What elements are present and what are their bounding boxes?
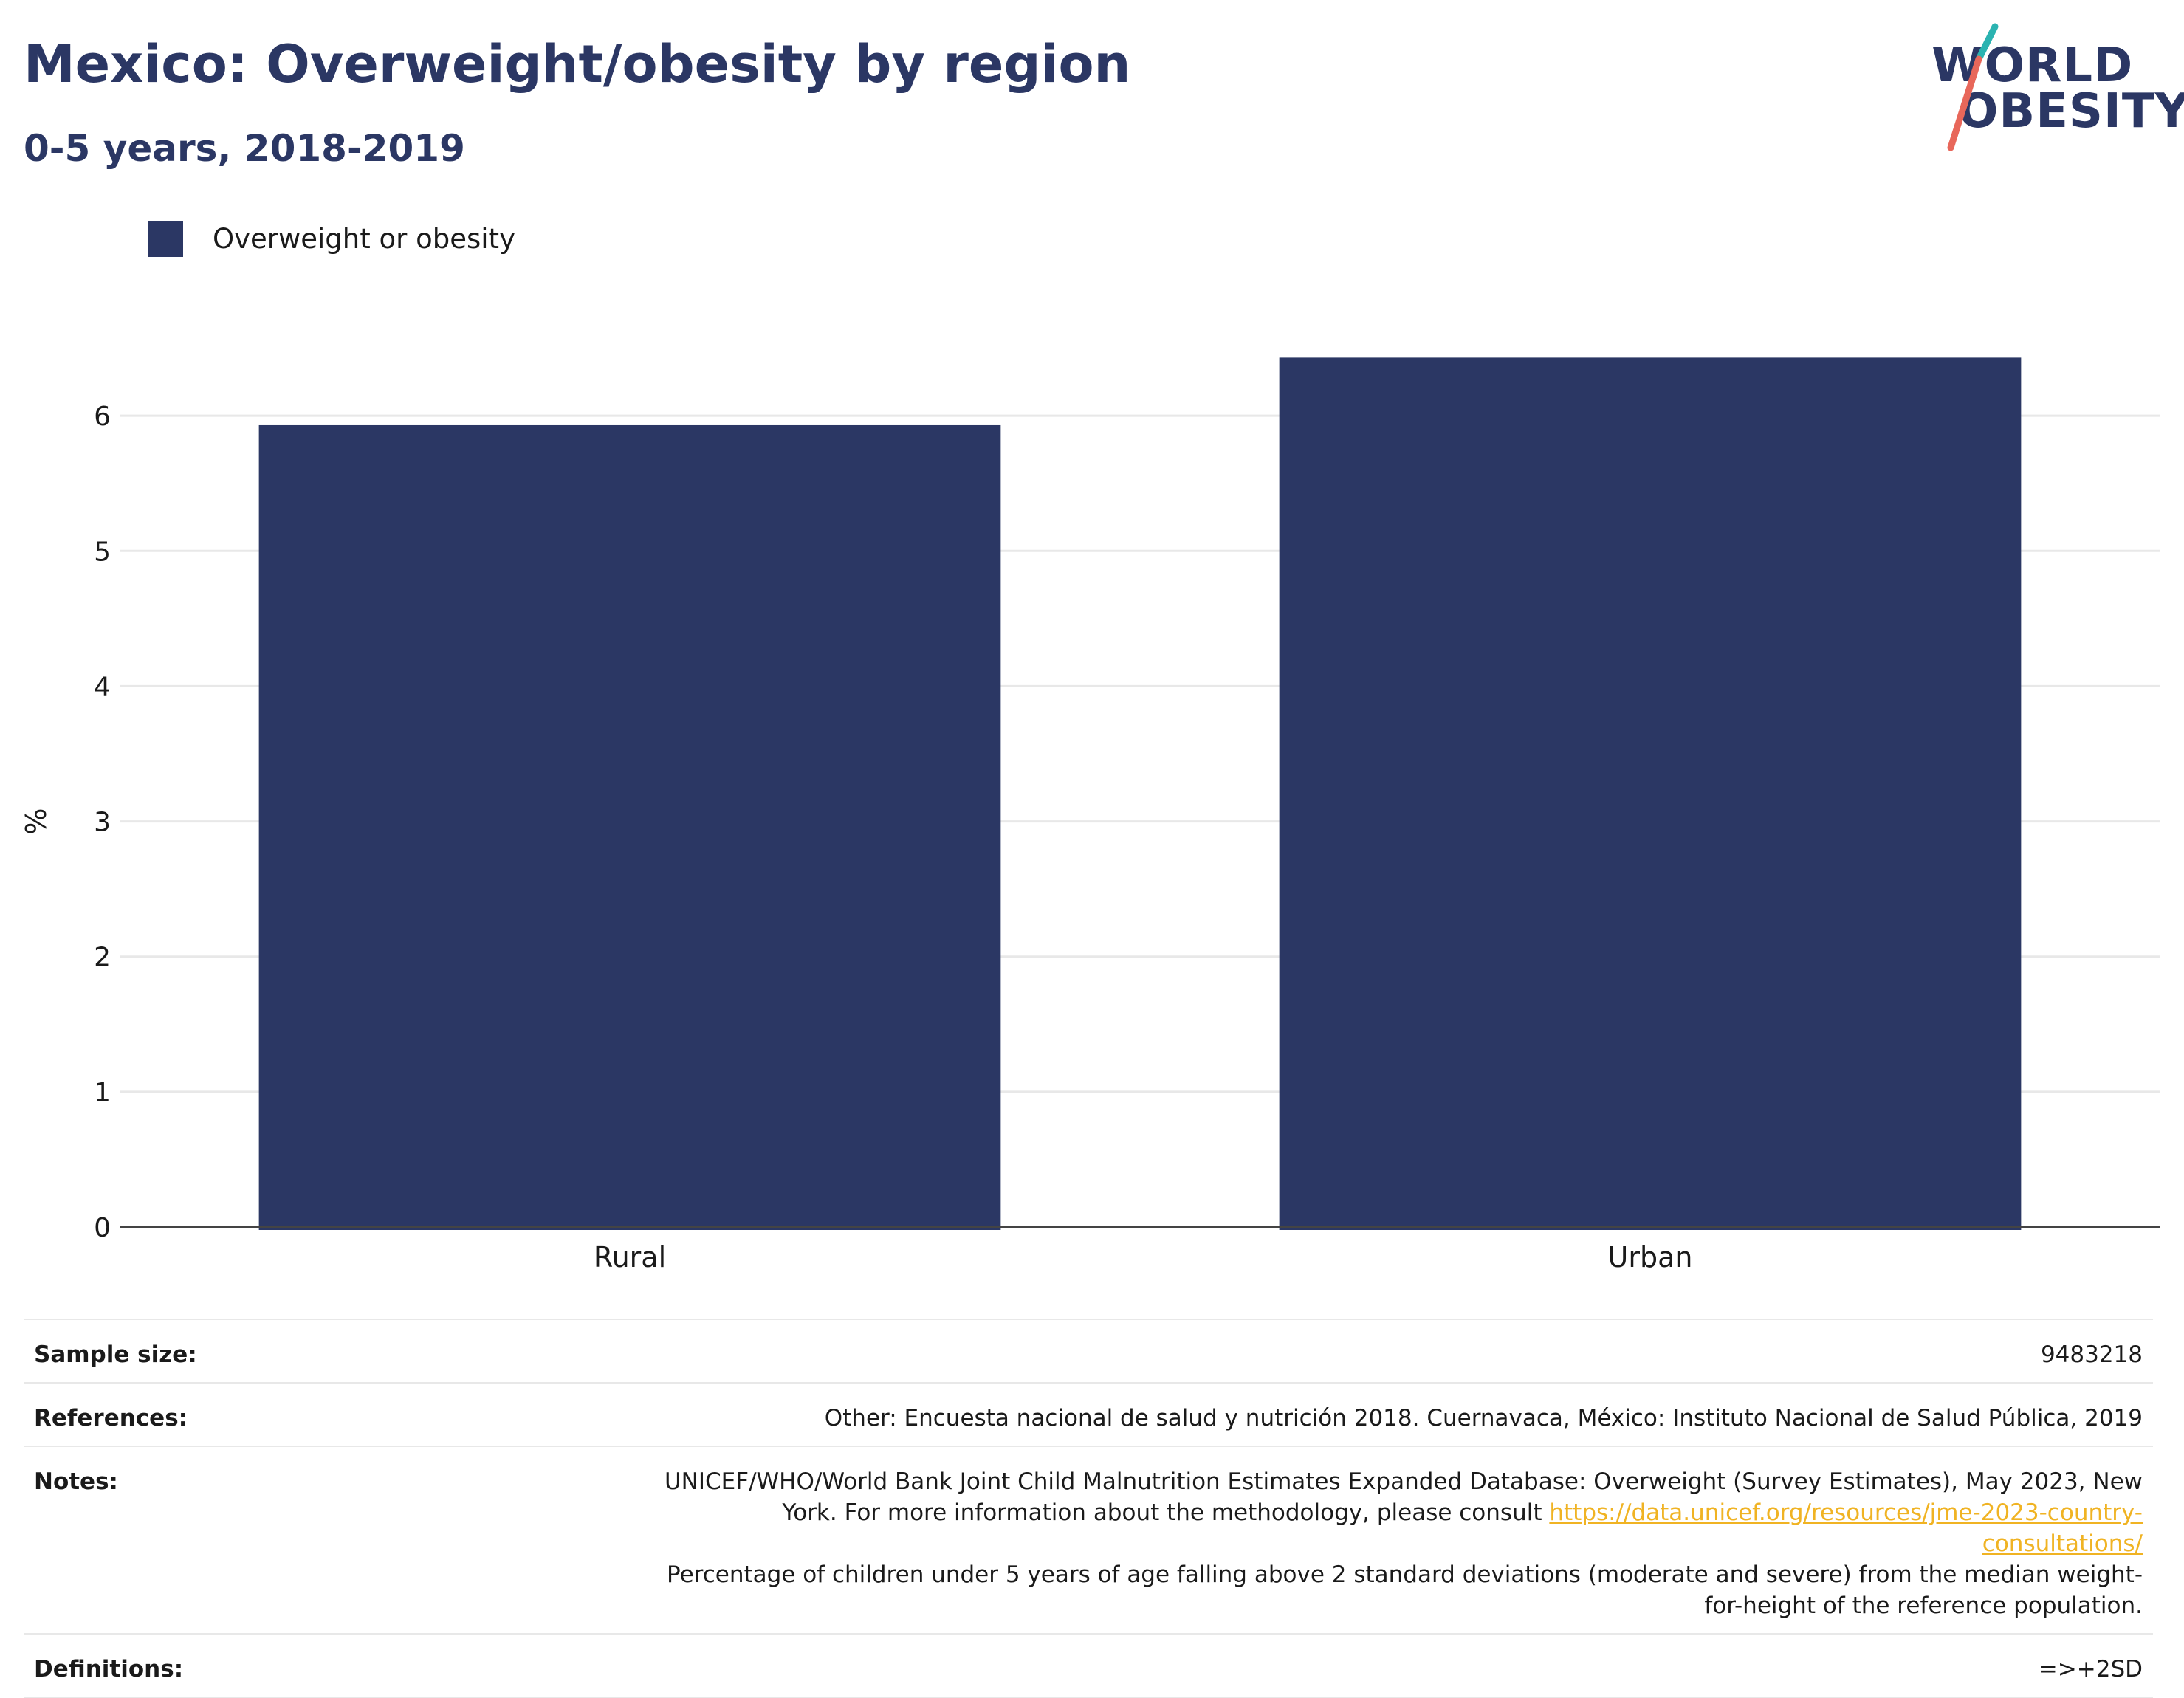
notes-value: UNICEF/WHO/World Bank Joint Child Malnut… bbox=[629, 1466, 2143, 1621]
bar-chart: 0 1 2 3 4 5 6 Rural Urban % bbox=[20, 357, 2160, 1274]
sample-size-row: Sample size: 9483218 bbox=[24, 1319, 2153, 1382]
logo-slash-icon bbox=[1947, 23, 1999, 151]
definitions-label: Definitions: bbox=[34, 1656, 184, 1682]
notes-row: Notes: UNICEF/WHO/World Bank Joint Child… bbox=[24, 1446, 2153, 1633]
y-tick-label: 2 bbox=[94, 943, 111, 973]
bars bbox=[258, 357, 2022, 1231]
references-row: References: Other: Encuesta nacional de … bbox=[24, 1382, 2153, 1446]
chart-title: Mexico: Overweight/obesity by region bbox=[24, 34, 1131, 94]
logo-line-obesity: OBESITY bbox=[1958, 84, 2184, 139]
y-tick-label: 1 bbox=[94, 1078, 111, 1108]
x-tick-label: Rural bbox=[594, 1241, 666, 1274]
bar-rural bbox=[258, 424, 1001, 1230]
world-obesity-logo: WORLD OBESITY bbox=[1920, 22, 2184, 155]
legend-label: Overweight or obesity bbox=[213, 223, 515, 255]
bar-urban bbox=[1279, 357, 2022, 1231]
y-tick-label: 6 bbox=[94, 402, 111, 432]
legend-swatch bbox=[148, 221, 183, 257]
logo-line-world: WORLD bbox=[1931, 38, 2134, 93]
notes-text: UNICEF/WHO/World Bank Joint Child Malnut… bbox=[664, 1468, 2143, 1526]
y-tick-label: 3 bbox=[94, 808, 111, 838]
sample-size-label: Sample size: bbox=[34, 1341, 197, 1368]
notes-label: Notes: bbox=[34, 1468, 118, 1495]
y-axis-label: % bbox=[20, 808, 52, 835]
chart-subtitle: 0-5 years, 2018-2019 bbox=[24, 127, 465, 170]
notes-text-2: Percentage of children under 5 years of … bbox=[666, 1561, 2143, 1619]
x-tick-label: Urban bbox=[1608, 1241, 1693, 1274]
references-value: Other: Encuesta nacional de salud y nutr… bbox=[824, 1405, 2143, 1431]
y-tick-labels: 0 1 2 3 4 5 6 bbox=[94, 402, 111, 1243]
notes-link[interactable]: https://data.unicef.org/resources/jme-20… bbox=[1549, 1499, 2143, 1557]
metadata-table: Sample size: 9483218 References: Other: … bbox=[24, 1319, 2153, 1698]
y-tick-label: 5 bbox=[94, 537, 111, 567]
sample-size-value: 9483218 bbox=[2040, 1341, 2143, 1368]
y-tick-label: 4 bbox=[94, 672, 111, 702]
definitions-value: =>+2SD bbox=[2038, 1656, 2143, 1682]
references-label: References: bbox=[34, 1405, 188, 1431]
x-tick-labels: Rural Urban bbox=[594, 1241, 1693, 1274]
y-tick-label: 0 bbox=[94, 1213, 111, 1243]
definitions-row: Definitions: =>+2SD bbox=[24, 1633, 2153, 1698]
